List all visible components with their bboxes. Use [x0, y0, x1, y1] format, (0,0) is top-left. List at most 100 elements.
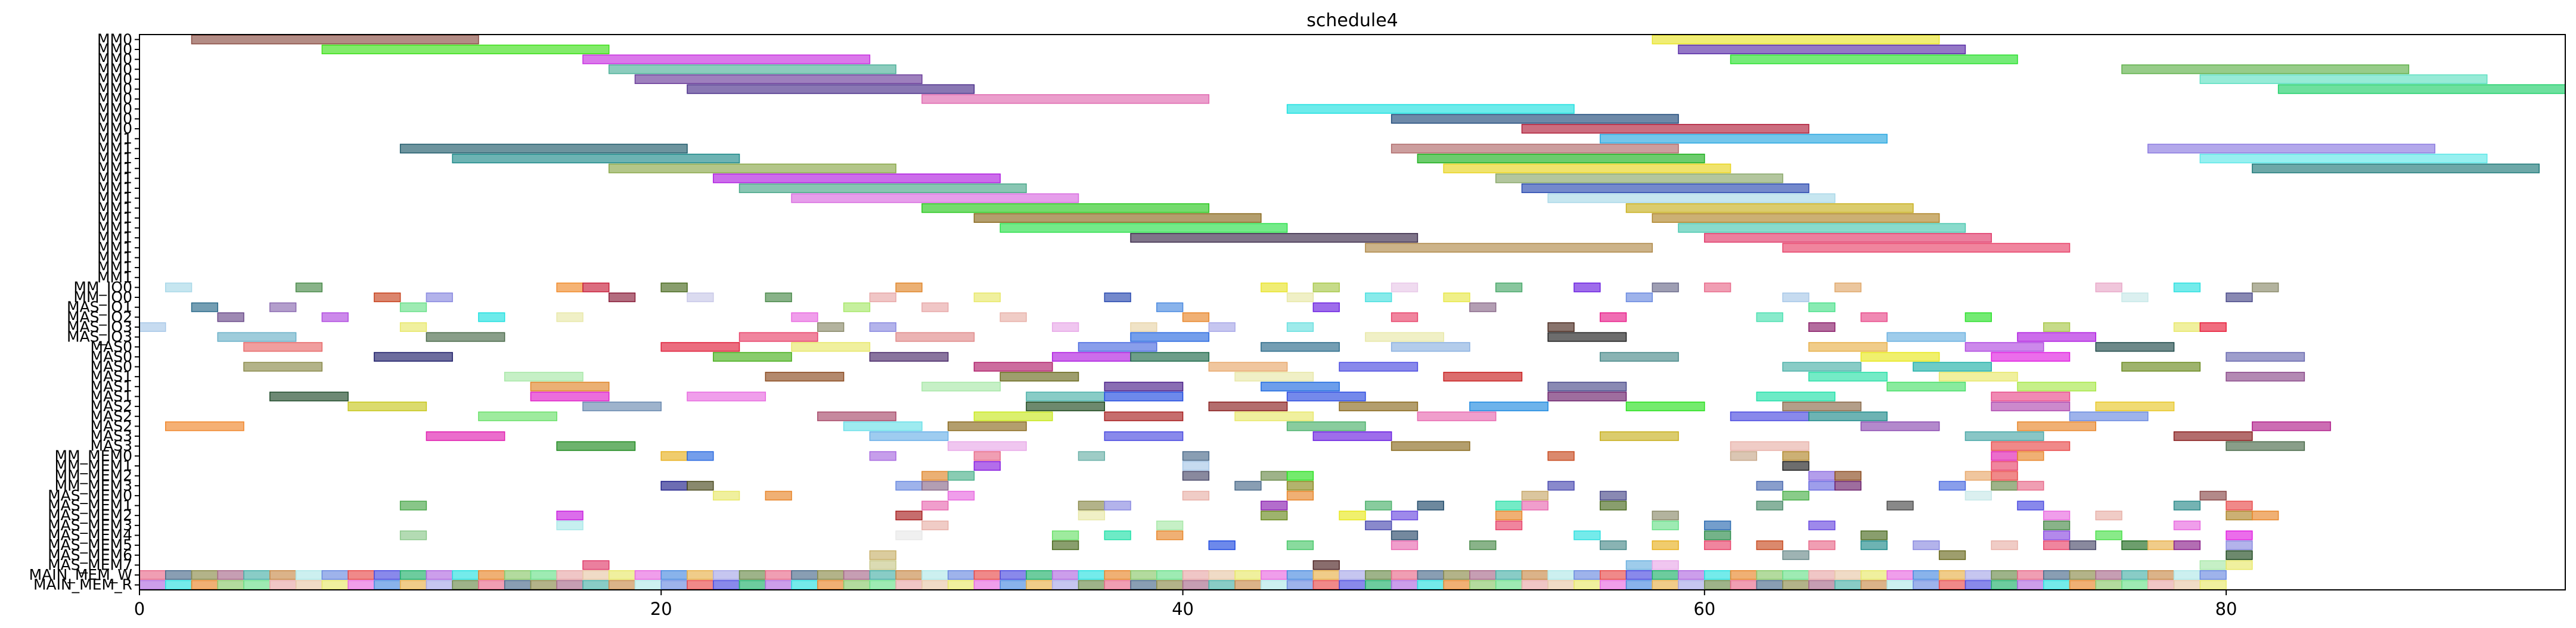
task-bar-236	[1756, 481, 1783, 491]
y-tick-label: MM_MEM0	[55, 447, 132, 464]
task-bar-21	[1417, 153, 1705, 164]
task-bar-166	[347, 402, 427, 412]
task-bar-207	[869, 451, 896, 461]
task-bar-426	[530, 580, 557, 590]
task-bar-427	[556, 580, 584, 590]
task-bar-117	[243, 342, 323, 352]
task-bar-222	[1182, 471, 1210, 481]
task-bar-290	[895, 530, 923, 540]
task-bar-422	[426, 580, 453, 590]
task-bar-401	[1964, 570, 1992, 580]
task-bar-196	[1600, 431, 1679, 442]
task-bar-224	[1286, 471, 1314, 481]
y-tick-label: MM_IO0	[73, 278, 132, 296]
task-bar-41	[1782, 243, 2071, 253]
task-bar-472	[1730, 580, 1758, 590]
task-bar-126	[374, 352, 453, 362]
task-bar-10	[687, 84, 975, 94]
y-tick-label: MAS1	[91, 368, 132, 385]
task-bar-100	[1130, 322, 1157, 332]
task-bar-248	[1600, 490, 1627, 500]
task-bar-67	[1286, 292, 1314, 303]
task-bar-488	[2147, 580, 2175, 590]
task-bar-452	[1208, 580, 1236, 590]
task-bar-482	[1991, 580, 2018, 590]
y-tick-label: MAIN_MEM_R	[33, 576, 132, 593]
task-bar-157	[269, 391, 349, 402]
task-bar-291	[1051, 530, 1079, 540]
task-bar-94	[1964, 312, 1992, 322]
task-bar-411	[139, 580, 166, 590]
task-bar-461	[1443, 580, 1470, 590]
task-bar-6	[608, 64, 896, 74]
task-bar-231	[895, 481, 923, 491]
task-bar-430	[634, 580, 662, 590]
task-bar-389	[1652, 570, 1679, 580]
task-bar-58	[2252, 282, 2279, 293]
task-bar-311	[1860, 540, 1888, 551]
y-tick-label: MM1	[97, 139, 132, 157]
task-bar-298	[2043, 530, 2071, 540]
task-bar-321	[1782, 550, 1810, 560]
task-bar-257	[1365, 500, 1392, 511]
task-bar-5	[1730, 54, 2018, 64]
task-bar-134	[2226, 352, 2305, 362]
y-tick-label: MAS0	[91, 348, 132, 365]
task-bar-169	[1208, 402, 1288, 412]
task-bar-374	[1261, 570, 1288, 580]
task-bar-79	[1156, 302, 1184, 312]
task-bar-214	[1991, 451, 2018, 461]
task-bar-262	[1756, 500, 1783, 511]
task-bar-189	[1860, 421, 1940, 431]
task-bar-204	[2226, 441, 2305, 451]
task-bar-438	[843, 580, 871, 590]
y-tick-label: MM0	[97, 120, 132, 137]
task-bar-313	[1991, 540, 2018, 551]
task-bar-191	[2252, 421, 2331, 431]
task-bar-228	[1991, 471, 2018, 481]
task-bar-35	[1652, 213, 1940, 223]
task-bar-445	[1026, 580, 1053, 590]
task-bar-11	[2277, 84, 2566, 94]
y-tick-label: MAS0	[91, 358, 132, 375]
task-bar-354	[738, 570, 766, 580]
task-bar-208	[973, 451, 1001, 461]
task-bar-373	[1234, 570, 1262, 580]
task-bar-441	[921, 580, 949, 590]
task-bar-131	[1600, 352, 1679, 362]
task-bar-14	[1391, 114, 1679, 124]
y-tick-label: MAS_IO3	[67, 318, 132, 335]
task-bar-69	[1443, 292, 1470, 303]
task-bar-268	[895, 511, 923, 521]
task-bar-395	[1808, 570, 1836, 580]
task-bar-414	[217, 580, 244, 590]
y-tick-label: MAS_IO1	[67, 299, 132, 316]
x-tick-label: 20	[650, 599, 672, 619]
y-tick-label: MAS_MEM0	[48, 487, 132, 504]
y-tick-label: MM1	[97, 199, 132, 216]
task-bar-71	[1782, 292, 1810, 303]
task-bar-140	[1913, 362, 1992, 372]
task-bar-244	[947, 490, 975, 500]
task-bar-44	[556, 282, 584, 293]
task-bar-15	[1521, 124, 1810, 134]
task-bar-129	[1051, 352, 1131, 362]
task-bar-260	[1521, 500, 1548, 511]
task-bar-70	[1625, 292, 1653, 303]
y-tick-label: MM0	[97, 110, 132, 127]
task-bar-277	[2226, 511, 2253, 521]
task-bar-139	[1782, 362, 1862, 372]
task-bar-394	[1782, 570, 1810, 580]
task-bar-323	[2226, 550, 2253, 560]
task-bar-337	[295, 570, 323, 580]
task-bar-123	[1808, 342, 1888, 352]
task-bar-227	[1964, 471, 1992, 481]
task-bar-379	[1391, 570, 1419, 580]
task-bar-439	[869, 580, 896, 590]
task-bar-301	[1051, 540, 1079, 551]
task-bar-98	[869, 322, 896, 332]
task-bars	[139, 35, 2566, 590]
task-bar-458	[1365, 580, 1392, 590]
task-bar-372	[1208, 570, 1236, 580]
